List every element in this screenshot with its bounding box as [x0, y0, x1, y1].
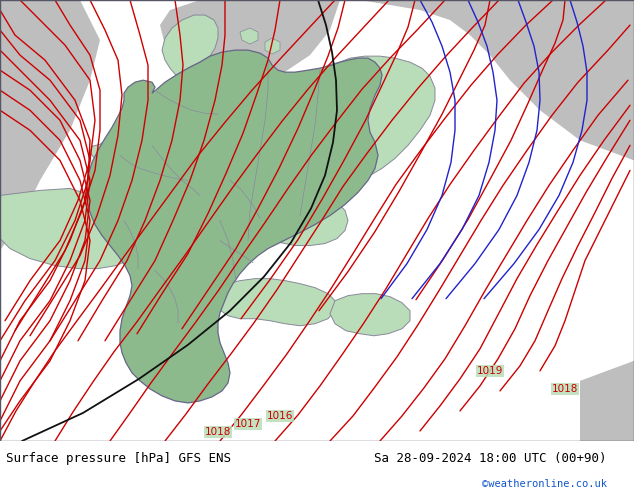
Polygon shape	[265, 38, 280, 54]
Polygon shape	[218, 279, 335, 326]
Polygon shape	[160, 0, 340, 95]
Polygon shape	[90, 130, 152, 167]
Text: ©weatheronline.co.uk: ©weatheronline.co.uk	[482, 479, 607, 489]
Polygon shape	[86, 50, 382, 403]
Text: 1018: 1018	[552, 384, 578, 394]
Text: 1017: 1017	[235, 419, 261, 429]
Polygon shape	[360, 0, 634, 160]
Polygon shape	[0, 0, 100, 250]
Polygon shape	[240, 28, 258, 44]
Polygon shape	[330, 294, 410, 336]
Text: Surface pressure [hPa] GFS ENS: Surface pressure [hPa] GFS ENS	[6, 452, 231, 465]
Polygon shape	[258, 194, 348, 245]
Text: 1018: 1018	[205, 427, 231, 437]
Text: 1019: 1019	[477, 366, 503, 376]
Polygon shape	[315, 56, 435, 183]
Text: 1016: 1016	[267, 411, 293, 421]
Polygon shape	[162, 15, 218, 75]
Polygon shape	[148, 272, 222, 318]
Polygon shape	[0, 189, 155, 269]
Polygon shape	[88, 180, 155, 220]
Text: Sa 28-09-2024 18:00 UTC (00+90): Sa 28-09-2024 18:00 UTC (00+90)	[374, 452, 607, 465]
Polygon shape	[580, 361, 634, 441]
